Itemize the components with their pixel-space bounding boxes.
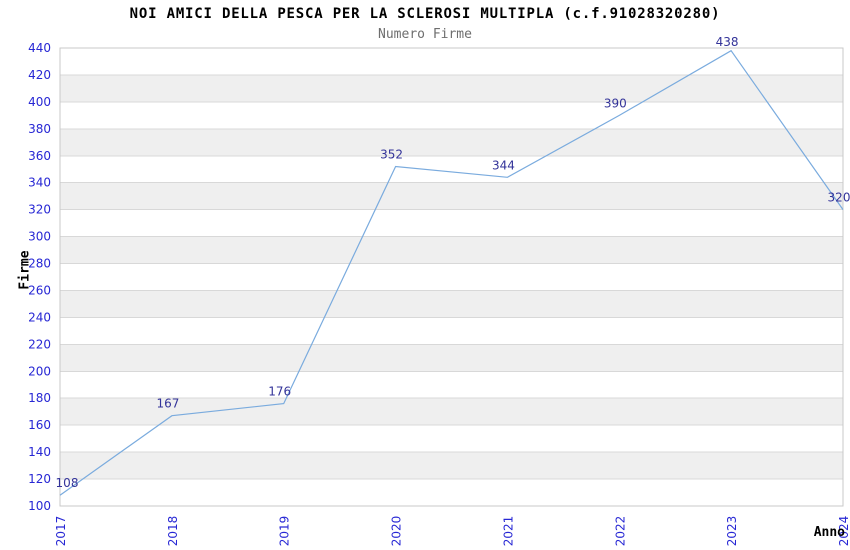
x-tick-group: 2017 2018 2019 2020 2021 2022 2023 2024 <box>54 516 850 547</box>
chart-subtitle: Numero Firme <box>378 27 472 42</box>
y-tick-label: 420 <box>28 68 51 82</box>
band <box>60 236 843 264</box>
y-tick-label: 120 <box>28 472 51 486</box>
y-tick-label: 300 <box>28 230 51 244</box>
y-axis-title: Firme <box>18 250 33 289</box>
band <box>60 452 843 480</box>
x-tick-label: 2018 <box>166 516 180 547</box>
series-line <box>59 49 844 496</box>
data-label: 344 <box>492 158 515 172</box>
x-tick-label: 2022 <box>613 516 627 547</box>
y-tick-label: 220 <box>28 337 51 351</box>
data-label-group: 108 167 176 352 344 390 438 320 <box>56 35 850 490</box>
band <box>60 290 843 318</box>
x-tick-label: 2017 <box>54 516 68 547</box>
band <box>60 128 843 156</box>
band <box>60 344 843 372</box>
band <box>60 398 843 426</box>
y-tick-label: 280 <box>28 257 51 271</box>
x-tick-label: 2023 <box>725 516 739 547</box>
y-tick-label: 260 <box>28 284 51 298</box>
y-tick-label: 180 <box>28 391 51 405</box>
data-label: 108 <box>56 476 79 490</box>
y-tick-label: 400 <box>28 95 51 109</box>
data-label: 438 <box>716 35 739 49</box>
data-label: 390 <box>604 96 627 110</box>
y-tick-label: 320 <box>28 203 51 217</box>
y-tick-label: 100 <box>28 499 51 513</box>
x-tick-label: 2019 <box>278 516 292 547</box>
y-tick-label: 360 <box>28 149 51 163</box>
y-tick-label: 240 <box>28 310 51 324</box>
y-tick-label: 440 <box>28 41 51 55</box>
data-label: 167 <box>156 397 179 411</box>
y-tick-label: 380 <box>28 122 51 136</box>
y-tick-label: 200 <box>28 364 51 378</box>
band <box>60 182 843 210</box>
gridline-group <box>60 74 843 480</box>
plot-border <box>59 47 844 507</box>
data-label: 320 <box>828 191 850 205</box>
data-label: 176 <box>268 385 291 399</box>
x-axis-title: Anno <box>814 525 845 540</box>
band-group <box>60 74 843 480</box>
y-tick-group: 100 120 140 160 180 200 220 240 260 280 300 320 340 3… <box>28 41 51 513</box>
data-label: 352 <box>380 148 403 162</box>
x-tick-label: 2020 <box>390 516 404 547</box>
x-tick-label: 2024 <box>837 516 850 547</box>
y-tick-label: 160 <box>28 418 51 432</box>
x-tick-label: 2021 <box>501 516 515 547</box>
y-tick-label: 140 <box>28 445 51 459</box>
band <box>60 74 843 102</box>
y-tick-label: 340 <box>28 176 51 190</box>
chart-title: NOI AMICI DELLA PESCA PER LA SCLEROSI MU… <box>129 6 721 22</box>
